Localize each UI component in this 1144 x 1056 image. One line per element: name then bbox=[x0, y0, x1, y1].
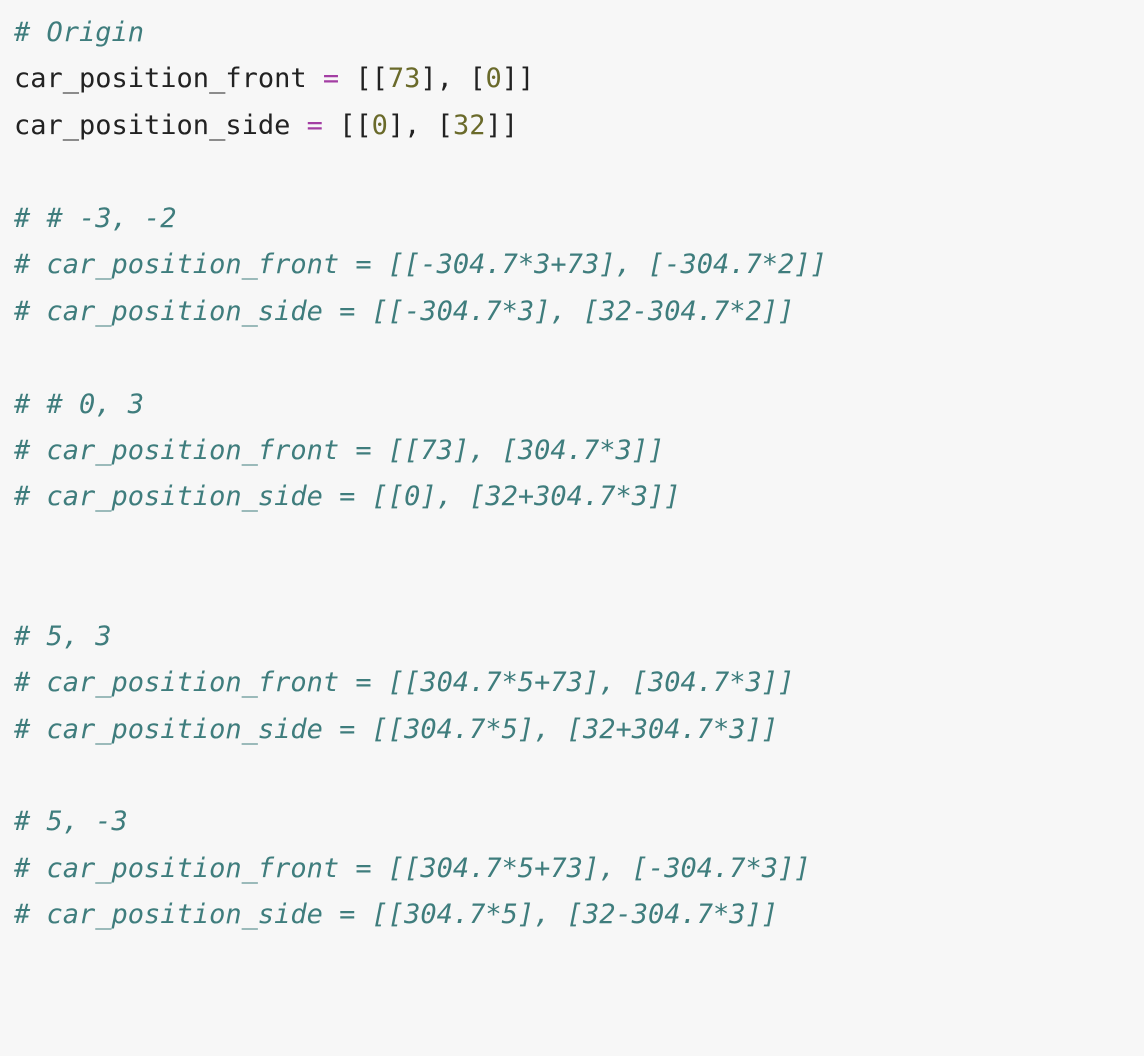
token-p: ], [ bbox=[420, 63, 485, 94]
token-nm: 73 bbox=[388, 63, 421, 94]
code-line: # 5, 3 bbox=[14, 621, 112, 652]
code-line: car_position_front = [[73], [0]] bbox=[14, 63, 534, 94]
code-line bbox=[14, 760, 30, 791]
code-line: # car_position_front = [[304.7*5+73], [-… bbox=[14, 853, 811, 884]
code-line: # Origin bbox=[14, 17, 144, 48]
token-p: [[ bbox=[323, 110, 372, 141]
token-c: # car_position_side = [[304.7*5], [32-30… bbox=[14, 899, 778, 930]
token-nm: 32 bbox=[453, 110, 486, 141]
code-line: # car_position_side = [[304.7*5], [32+30… bbox=[14, 714, 778, 745]
token-op: = bbox=[307, 110, 323, 141]
token-n: car_position_front bbox=[14, 63, 323, 94]
code-line: # # 0, 3 bbox=[14, 389, 144, 420]
token-op: = bbox=[323, 63, 339, 94]
token-p: ]] bbox=[502, 63, 535, 94]
code-line: car_position_side = [[0], [32]] bbox=[14, 110, 518, 141]
code-line: # 5, -3 bbox=[14, 806, 128, 837]
token-c: # car_position_front = [[304.7*5+73], [3… bbox=[14, 667, 794, 698]
code-line: # car_position_side = [[0], [32+304.7*3]… bbox=[14, 481, 680, 512]
token-c: # car_position_front = [[-304.7*3+73], [… bbox=[14, 249, 827, 280]
code-line: # car_position_side = [[-304.7*3], [32-3… bbox=[14, 296, 794, 327]
token-c: # car_position_side = [[-304.7*3], [32-3… bbox=[14, 296, 794, 327]
token-c: # car_position_front = [[73], [304.7*3]] bbox=[14, 435, 664, 466]
code-block: # Origin car_position_front = [[73], [0]… bbox=[0, 0, 1144, 949]
token-nm: 0 bbox=[485, 63, 501, 94]
token-c: # # 0, 3 bbox=[14, 389, 144, 420]
token-c: # car_position_front = [[304.7*5+73], [-… bbox=[14, 853, 811, 884]
token-c: # Origin bbox=[14, 17, 144, 48]
code-line: # car_position_front = [[-304.7*3+73], [… bbox=[14, 249, 827, 280]
token-n: car_position_side bbox=[14, 110, 307, 141]
token-c: # 5, -3 bbox=[14, 806, 128, 837]
code-line bbox=[14, 156, 30, 187]
code-line: # car_position_front = [[304.7*5+73], [3… bbox=[14, 667, 794, 698]
code-line bbox=[14, 342, 30, 373]
token-c: # car_position_side = [[304.7*5], [32+30… bbox=[14, 714, 778, 745]
code-line: # car_position_front = [[73], [304.7*3]] bbox=[14, 435, 664, 466]
token-nm: 0 bbox=[372, 110, 388, 141]
token-c: # car_position_side = [[0], [32+304.7*3]… bbox=[14, 481, 680, 512]
code-line: # # -3, -2 bbox=[14, 203, 177, 234]
token-c: # 5, 3 bbox=[14, 621, 112, 652]
code-line: # car_position_side = [[304.7*5], [32-30… bbox=[14, 899, 778, 930]
code-line bbox=[14, 528, 30, 559]
code-line bbox=[14, 574, 30, 605]
token-p: ]] bbox=[485, 110, 518, 141]
token-c: # # -3, -2 bbox=[14, 203, 177, 234]
token-p: ], [ bbox=[388, 110, 453, 141]
token-p: [[ bbox=[339, 63, 388, 94]
